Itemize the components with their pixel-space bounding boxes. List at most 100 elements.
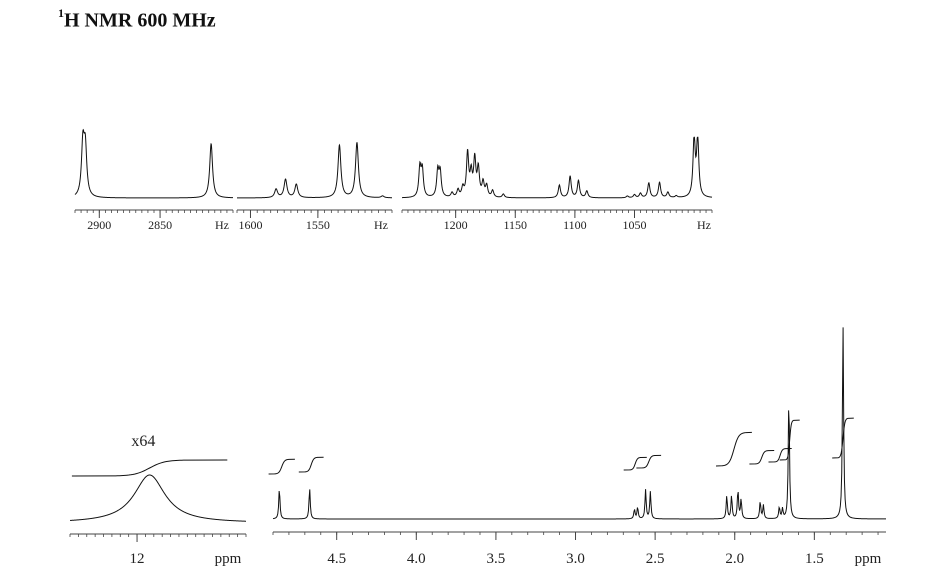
peak-marker-5 — [356, 143, 357, 144]
peak-marker-24 — [659, 182, 660, 183]
spectrum-trace — [272, 327, 886, 520]
title-superscript: 1 — [58, 6, 64, 20]
peak-marker-3 — [296, 184, 297, 185]
spectrum-trace — [401, 136, 713, 199]
integral-curve — [779, 419, 800, 461]
peak-marker-4 — [637, 507, 638, 508]
tick-label: 3.5 — [487, 551, 506, 567]
vertical-scale-annotation: x64 — [131, 433, 155, 450]
tick-label: 2900 — [87, 218, 111, 232]
peak-marker-11 — [760, 501, 761, 502]
chart-panel-3: 2900 2850 Hz — [74, 128, 234, 232]
peak-marker-2 — [285, 179, 286, 180]
peak-marker-6 — [650, 491, 651, 492]
title-text: H NMR 600 MHz — [64, 9, 216, 32]
peak-marker-3 — [211, 143, 212, 144]
peak-marker-1 — [275, 189, 276, 190]
integral-curve — [623, 456, 647, 471]
peak-marker-4 — [339, 145, 340, 146]
axis-unit-label: Hz — [697, 218, 711, 232]
tick-label: 1100 — [563, 218, 587, 232]
tick-label: 1150 — [503, 218, 527, 232]
peak-marker-5 — [645, 489, 646, 490]
spectrum-trace — [69, 474, 247, 522]
tick-label: 2.0 — [725, 551, 744, 567]
peak-marker-9 — [737, 489, 738, 490]
peak-marker-1 — [279, 487, 280, 488]
tick-label: 1050 — [623, 218, 647, 232]
peak-marker-2 — [309, 487, 310, 488]
peak-marker-15 — [503, 194, 504, 195]
page-title: 1H NMR 600 MHz — [58, 6, 216, 33]
peak-marker-3 — [634, 509, 635, 510]
peak-marker-19 — [586, 191, 587, 192]
peak-marker-26 — [676, 196, 677, 197]
tick-label: 12 — [130, 551, 145, 567]
peak-marker-27 — [694, 139, 695, 140]
peak-marker-3 — [437, 171, 438, 172]
peak-marker-11 — [478, 170, 479, 171]
tick-label: 1.5 — [805, 551, 824, 567]
peak-marker-20 — [627, 196, 628, 197]
peak-marker-14 — [782, 509, 783, 510]
integral-curve — [71, 459, 228, 477]
peak-marker-14 — [492, 191, 493, 192]
peak-marker-25 — [667, 192, 668, 193]
axis-unit-label: ppm — [215, 551, 242, 567]
spectrum-trace — [74, 128, 233, 199]
spectrum-trace — [237, 142, 392, 199]
peak-marker-17 — [570, 176, 571, 177]
peak-marker-10 — [474, 161, 475, 162]
peak-marker-8 — [467, 154, 468, 155]
peak-marker-12 — [763, 505, 764, 506]
peak-marker-2 — [85, 151, 86, 152]
peak-marker-4 — [440, 173, 441, 174]
axis-unit-label: Hz — [374, 218, 388, 232]
peak-marker-6 — [457, 190, 458, 191]
peak-marker-10 — [741, 499, 742, 500]
integral-curve — [832, 417, 854, 459]
peak-marker-1 — [149, 474, 150, 475]
tick-label: 3.0 — [566, 551, 585, 567]
tick-label: 2.5 — [646, 551, 665, 567]
chart-panel-5: 1200 1150 1100 1050 Hz — [401, 136, 713, 232]
peak-marker-28 — [697, 139, 698, 140]
axis-unit-label: ppm — [855, 551, 882, 567]
integral-curve — [636, 454, 662, 469]
peak-marker-16 — [559, 185, 560, 186]
chart-panel-2: 12 ppm x64 — [69, 433, 247, 567]
tick-label: 1550 — [306, 218, 330, 232]
peak-marker-6 — [382, 196, 383, 197]
integral-curve — [298, 456, 324, 473]
integral-curve — [749, 450, 775, 465]
chart-panel-1: 4.5 4.0 3.5 3.0 2.5 2.0 1.5 ppm — [268, 324, 886, 567]
axis-unit-label: Hz — [215, 218, 229, 232]
peak-marker-18 — [578, 180, 579, 181]
peak-marker-21 — [634, 194, 635, 195]
peak-marker-8 — [731, 495, 732, 496]
integral-curve — [268, 458, 295, 475]
tick-label: 1600 — [238, 218, 262, 232]
peak-marker-16 — [842, 324, 843, 325]
peak-marker-12 — [482, 183, 483, 184]
peak-marker-9 — [471, 175, 472, 176]
peak-marker-7 — [726, 495, 727, 496]
tick-label: 1200 — [444, 218, 468, 232]
tick-label: 4.5 — [327, 551, 346, 567]
peak-marker-1 — [419, 168, 420, 169]
integral-curve — [715, 431, 752, 467]
peak-marker-13 — [779, 507, 780, 508]
chart-panel-4: 1600 1550 Hz — [236, 142, 393, 232]
peak-marker-23 — [648, 183, 649, 184]
peak-marker-1 — [82, 146, 83, 147]
peak-marker-7 — [462, 188, 463, 189]
peak-marker-15 — [788, 394, 789, 395]
peak-marker-5 — [451, 193, 452, 194]
integral-curve — [768, 448, 792, 463]
peak-marker-13 — [486, 186, 487, 187]
tick-label: 4.0 — [407, 551, 426, 567]
tick-label: 2850 — [148, 218, 172, 232]
peak-marker-2 — [422, 170, 423, 171]
peak-marker-22 — [640, 193, 641, 194]
